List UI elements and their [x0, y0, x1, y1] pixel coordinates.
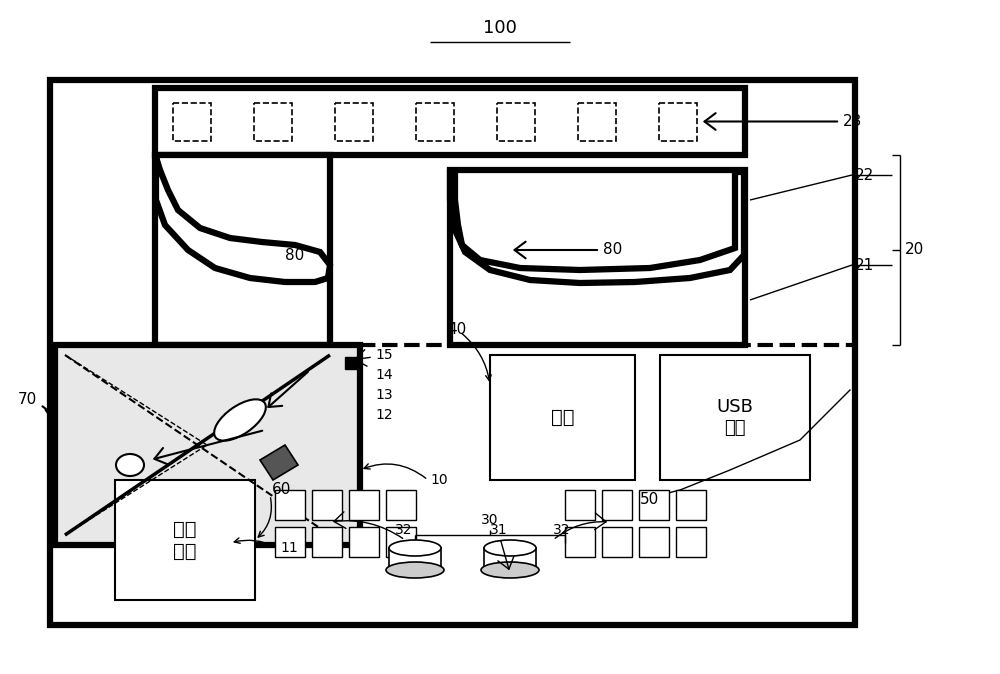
Text: 11: 11 — [280, 541, 298, 555]
Bar — [349, 490, 379, 520]
Text: 13: 13 — [375, 388, 393, 402]
Text: 15: 15 — [375, 348, 393, 362]
Bar — [349, 527, 379, 557]
Bar — [312, 490, 342, 520]
Text: 电源: 电源 — [551, 408, 574, 427]
Text: 14: 14 — [375, 368, 393, 382]
Bar — [450, 170, 745, 345]
Ellipse shape — [116, 454, 144, 476]
Ellipse shape — [386, 562, 444, 578]
Text: 50: 50 — [640, 493, 659, 508]
Ellipse shape — [481, 562, 539, 578]
Bar — [386, 527, 416, 557]
Bar — [602, 527, 632, 557]
Bar — [312, 527, 342, 557]
Text: USB
接口: USB 接口 — [717, 398, 753, 437]
Text: 控制
电路: 控制 电路 — [173, 520, 197, 561]
Polygon shape — [260, 445, 298, 480]
Text: 100: 100 — [483, 19, 517, 37]
Bar — [639, 527, 669, 557]
Bar — [275, 527, 305, 557]
Bar — [639, 490, 669, 520]
Bar — [416, 102, 454, 140]
Text: 10: 10 — [430, 473, 448, 487]
Bar — [484, 548, 536, 570]
Bar — [578, 102, 616, 140]
Text: 22: 22 — [855, 168, 874, 183]
Bar — [676, 527, 706, 557]
Bar — [155, 155, 330, 345]
Text: 23: 23 — [843, 114, 862, 129]
Text: 32: 32 — [553, 523, 570, 537]
Bar — [275, 490, 305, 520]
Bar — [254, 102, 292, 140]
Bar — [115, 480, 255, 600]
Ellipse shape — [389, 540, 441, 556]
Bar — [565, 490, 595, 520]
Text: 80: 80 — [603, 243, 622, 257]
Bar — [497, 102, 535, 140]
Text: 60: 60 — [272, 483, 291, 497]
Bar — [55, 345, 360, 545]
Bar — [389, 548, 441, 570]
Text: 31: 31 — [490, 523, 508, 537]
Text: 32: 32 — [395, 523, 413, 537]
Text: 12: 12 — [375, 408, 393, 422]
Bar — [345, 357, 357, 369]
Bar — [660, 355, 810, 480]
Bar — [676, 490, 706, 520]
Ellipse shape — [484, 540, 536, 556]
Polygon shape — [156, 157, 330, 282]
Text: 40: 40 — [447, 322, 466, 338]
Text: 21: 21 — [855, 257, 874, 272]
Bar — [386, 490, 416, 520]
Bar — [602, 490, 632, 520]
Text: 30: 30 — [481, 513, 499, 527]
Bar — [50, 80, 855, 625]
Ellipse shape — [214, 399, 266, 441]
Text: 70: 70 — [18, 392, 37, 408]
Bar — [335, 102, 373, 140]
Polygon shape — [450, 172, 744, 283]
Bar — [155, 88, 745, 155]
Bar — [490, 355, 635, 480]
Bar — [659, 102, 697, 140]
Bar — [565, 527, 595, 557]
Text: 20: 20 — [905, 243, 924, 257]
Text: 80: 80 — [285, 247, 304, 262]
Bar — [173, 102, 211, 140]
